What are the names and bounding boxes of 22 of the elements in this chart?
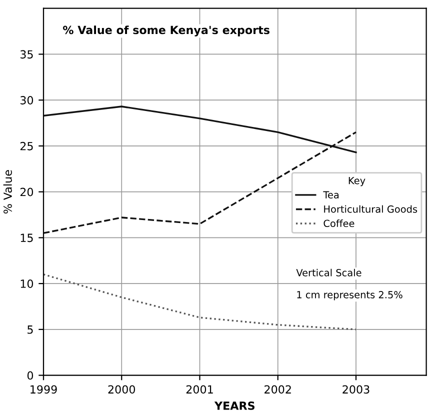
y-tick-label: 30 (20, 96, 34, 104)
annotation: Vertical Scale (296, 268, 362, 276)
y-tick-label: 35 (20, 50, 33, 59)
legend-title: Key (348, 177, 366, 186)
y-tick-label: 5 (28, 326, 33, 334)
legend-label: Tea (323, 191, 339, 199)
x-tick-label: 2001 (186, 385, 213, 394)
x-axis-title: YEARS (214, 402, 254, 410)
x-tick-label: 2002 (264, 385, 291, 394)
annotation: 1 cm represents 2.5% (297, 291, 402, 300)
y-tick-label: 10 (20, 280, 34, 288)
legend-label: Horticultural Goods (324, 205, 418, 213)
x-tick-label: 1999 (30, 385, 57, 394)
text: % Value of some Kenya's exports (63, 26, 270, 36)
y-axis-title: % Value (3, 170, 12, 214)
x-tick-label: 2003 (342, 385, 370, 394)
y-tick-label: 0 (27, 371, 34, 380)
y-tick-label: 20 (20, 188, 34, 196)
x-tick-label: 2000 (108, 385, 136, 394)
y-tick-label: 25 (20, 142, 33, 150)
legend-label: Coffee (324, 220, 354, 228)
y-tick-label: 15 (20, 234, 33, 242)
